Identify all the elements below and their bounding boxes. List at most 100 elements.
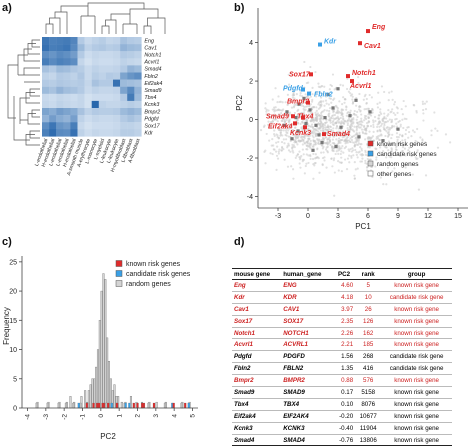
other-gene-point xyxy=(419,136,422,139)
other-gene-point xyxy=(316,117,319,120)
other-gene-point xyxy=(320,117,323,120)
heatmap-cell xyxy=(70,122,78,130)
other-gene-point xyxy=(375,156,378,159)
other-gene-point xyxy=(324,121,327,124)
other-gene-point xyxy=(314,111,317,114)
histogram-bar xyxy=(69,396,72,409)
other-gene-point xyxy=(381,149,385,153)
other-gene-point xyxy=(322,122,325,126)
other-gene-point xyxy=(334,117,338,120)
other-gene-point xyxy=(347,90,351,93)
other-gene-point xyxy=(309,154,312,157)
other-gene-point xyxy=(324,99,328,102)
other-gene-point xyxy=(271,98,274,101)
other-gene-point xyxy=(303,172,306,175)
col-header-human-gene: human_gene xyxy=(281,268,333,280)
other-gene-point xyxy=(378,151,381,154)
other-gene-point xyxy=(395,122,398,125)
table-row: Bmpr2 BMPR2 0.88 576 known risk gene xyxy=(232,374,452,388)
other-gene-point xyxy=(319,86,322,89)
other-gene-point xyxy=(342,135,345,138)
heatmap-cell xyxy=(98,44,107,52)
rug-known-gene xyxy=(141,402,144,409)
other-gene-point xyxy=(332,117,335,120)
other-gene-point xyxy=(325,142,329,145)
histogram-legend-swatch xyxy=(115,260,123,267)
other-gene-point xyxy=(345,134,348,137)
other-gene-point xyxy=(301,148,304,151)
other-gene-point xyxy=(277,108,280,111)
cell-pc2: 0.10 xyxy=(332,398,356,411)
other-gene-point xyxy=(404,132,407,136)
other-gene-point xyxy=(422,108,425,112)
heatmap-cell xyxy=(56,108,64,116)
other-gene-point xyxy=(317,142,320,145)
heatmap-cell xyxy=(77,108,85,116)
table-row: Fbln2 FBLN2 1.35 416 candidate risk gene xyxy=(232,362,452,376)
col-header-pc2: PC2 xyxy=(332,268,356,280)
other-gene-point xyxy=(319,104,322,107)
other-gene-point xyxy=(313,157,317,160)
other-gene-point xyxy=(400,107,403,111)
rug-random-gene xyxy=(163,402,167,409)
row-dendrogram xyxy=(7,39,40,146)
other-gene-point xyxy=(388,118,391,121)
heatmap-cell xyxy=(77,44,85,52)
histogram-legend-swatch xyxy=(115,280,123,287)
other-gene-point xyxy=(339,134,342,138)
histogram-legend-label: random genes xyxy=(126,281,171,288)
other-gene-point xyxy=(336,115,339,118)
other-gene-point xyxy=(329,97,333,100)
other-gene-point xyxy=(277,113,281,116)
other-gene-point xyxy=(387,149,390,152)
other-gene-point xyxy=(430,134,433,137)
other-gene-point xyxy=(267,123,270,126)
cell-human-gene: PDGFD xyxy=(281,350,333,364)
other-gene-point xyxy=(269,152,272,155)
other-gene-point xyxy=(311,125,314,129)
other-gene-point xyxy=(345,138,348,141)
other-gene-point xyxy=(291,149,294,152)
scatter-legend-swatch xyxy=(367,140,374,147)
other-gene-point xyxy=(314,153,317,156)
other-gene-point xyxy=(303,135,306,138)
other-gene-point xyxy=(348,161,351,164)
gene-point-label: Smad4 xyxy=(327,131,350,138)
histogram-axes: -4 -3 -2 -1 0 1 2 3 4 5 0 5 10 15 20 25 xyxy=(9,256,198,420)
other-gene-point xyxy=(317,157,320,160)
other-gene-point xyxy=(311,119,314,122)
other-gene-point xyxy=(368,130,371,133)
other-gene-point xyxy=(306,95,309,98)
heatmap-cell xyxy=(63,44,71,52)
other-gene-point xyxy=(280,112,283,115)
other-gene-point xyxy=(325,109,329,112)
gene-point-label: Acvrl1 xyxy=(349,83,372,90)
other-gene-point xyxy=(333,157,336,160)
heatmap-cell xyxy=(105,93,114,102)
other-gene-point xyxy=(301,139,304,142)
other-gene-point xyxy=(349,92,352,95)
other-gene-point xyxy=(363,125,366,129)
heatmap-cell xyxy=(127,37,135,45)
heatmap-cell xyxy=(63,79,71,87)
other-gene-point xyxy=(403,164,406,167)
other-gene-point xyxy=(347,117,351,120)
other-gene-point xyxy=(339,83,342,86)
other-gene-point xyxy=(334,105,337,108)
rug-known-gene xyxy=(92,402,95,409)
other-gene-point xyxy=(303,113,306,116)
other-gene-point xyxy=(349,137,352,140)
labeled-gene-points: Eng Kdr Cav1 Sox17 Notch1 Acvrl1 Pdgfd Fbln2 Bmp… xyxy=(266,24,386,138)
other-gene-point xyxy=(354,148,357,152)
other-gene-point xyxy=(301,160,304,163)
heatmap-cell xyxy=(56,51,64,59)
cell-mouse-gene: Kcnk3 xyxy=(232,422,282,435)
other-gene-point xyxy=(274,109,277,112)
heatmap-row-label: Sox17 xyxy=(144,124,160,130)
histogram-bar xyxy=(102,273,105,409)
other-gene-point xyxy=(290,165,293,168)
other-gene-point xyxy=(273,134,276,138)
other-gene-point xyxy=(345,87,349,91)
other-gene-point xyxy=(388,91,391,94)
other-gene-point xyxy=(275,168,278,171)
